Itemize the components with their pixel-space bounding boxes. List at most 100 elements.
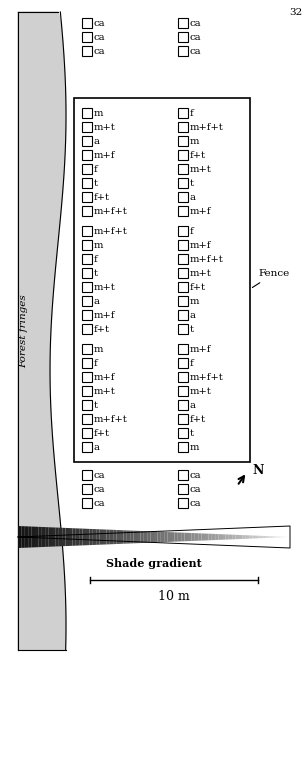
Polygon shape xyxy=(236,535,239,540)
Polygon shape xyxy=(110,529,113,544)
Text: m+f: m+f xyxy=(190,345,212,353)
Polygon shape xyxy=(59,528,62,547)
Polygon shape xyxy=(117,530,120,544)
Bar xyxy=(82,254,92,264)
Bar xyxy=(82,310,92,320)
Text: Fence: Fence xyxy=(252,270,289,288)
Polygon shape xyxy=(161,532,164,542)
Bar xyxy=(82,136,92,146)
Bar xyxy=(82,282,92,292)
Bar xyxy=(82,498,92,508)
Bar xyxy=(178,470,188,480)
Polygon shape xyxy=(273,536,276,538)
Text: m: m xyxy=(190,137,200,145)
Bar xyxy=(82,428,92,438)
Text: m+f: m+f xyxy=(94,310,116,320)
Polygon shape xyxy=(151,531,154,543)
Text: m+f+t: m+f+t xyxy=(94,227,128,235)
Polygon shape xyxy=(239,535,242,539)
Text: ca: ca xyxy=(190,46,202,56)
Bar xyxy=(82,240,92,250)
Polygon shape xyxy=(202,533,205,540)
Bar xyxy=(178,310,188,320)
Polygon shape xyxy=(86,529,89,545)
Text: f+t: f+t xyxy=(94,429,110,437)
Text: m+t: m+t xyxy=(94,123,116,131)
Bar xyxy=(82,18,92,28)
Bar xyxy=(82,400,92,410)
Bar xyxy=(178,108,188,118)
Polygon shape xyxy=(171,533,174,542)
Polygon shape xyxy=(225,534,229,540)
Text: ca: ca xyxy=(94,471,106,479)
Bar xyxy=(82,32,92,42)
Text: m: m xyxy=(190,443,200,451)
Bar xyxy=(82,178,92,188)
Text: ca: ca xyxy=(94,485,106,493)
Bar xyxy=(82,324,92,334)
Bar xyxy=(82,470,92,480)
Text: m+t: m+t xyxy=(190,268,212,278)
Text: Forest fringes: Forest fringes xyxy=(19,294,29,368)
Polygon shape xyxy=(134,531,137,543)
Polygon shape xyxy=(140,531,144,543)
Bar xyxy=(178,32,188,42)
Text: f+t: f+t xyxy=(94,325,110,333)
Bar xyxy=(82,206,92,216)
Polygon shape xyxy=(28,526,32,547)
Polygon shape xyxy=(62,528,66,546)
Bar xyxy=(82,192,92,202)
Bar xyxy=(82,484,92,494)
Bar xyxy=(82,414,92,424)
Polygon shape xyxy=(222,534,225,540)
Text: t: t xyxy=(190,429,194,437)
Text: f+t: f+t xyxy=(94,192,110,202)
Text: f: f xyxy=(94,164,98,174)
Bar xyxy=(82,226,92,236)
Polygon shape xyxy=(69,528,72,546)
Text: t: t xyxy=(190,178,194,188)
Text: m+f+t: m+f+t xyxy=(190,372,224,382)
Polygon shape xyxy=(212,534,215,540)
Polygon shape xyxy=(120,530,124,543)
Bar xyxy=(178,206,188,216)
Polygon shape xyxy=(79,529,83,546)
Polygon shape xyxy=(55,528,59,547)
Polygon shape xyxy=(253,536,256,539)
Bar xyxy=(178,400,188,410)
Text: f+t: f+t xyxy=(190,282,206,292)
Text: f: f xyxy=(190,227,194,235)
Bar xyxy=(178,240,188,250)
Text: f: f xyxy=(190,358,194,368)
Polygon shape xyxy=(188,533,191,541)
Text: ca: ca xyxy=(94,46,106,56)
Bar xyxy=(178,192,188,202)
Text: m+f: m+f xyxy=(94,150,116,160)
Polygon shape xyxy=(174,533,178,542)
Polygon shape xyxy=(229,535,232,540)
Text: t: t xyxy=(94,400,98,410)
Polygon shape xyxy=(198,533,202,540)
Bar xyxy=(178,226,188,236)
Polygon shape xyxy=(21,526,25,548)
Polygon shape xyxy=(124,530,127,543)
Text: a: a xyxy=(94,296,100,306)
Polygon shape xyxy=(52,527,55,547)
Text: m: m xyxy=(94,345,103,353)
Text: m+f: m+f xyxy=(190,241,212,249)
Polygon shape xyxy=(144,531,147,543)
Bar xyxy=(178,46,188,56)
Text: ca: ca xyxy=(190,471,202,479)
Polygon shape xyxy=(130,530,134,543)
Text: ca: ca xyxy=(190,485,202,493)
Polygon shape xyxy=(113,530,117,544)
Bar xyxy=(178,498,188,508)
Bar xyxy=(82,296,92,306)
Polygon shape xyxy=(83,529,86,545)
Polygon shape xyxy=(215,534,219,540)
Text: a: a xyxy=(190,400,196,410)
Bar xyxy=(178,164,188,174)
Polygon shape xyxy=(164,532,168,542)
Bar xyxy=(178,254,188,264)
Polygon shape xyxy=(42,527,45,547)
